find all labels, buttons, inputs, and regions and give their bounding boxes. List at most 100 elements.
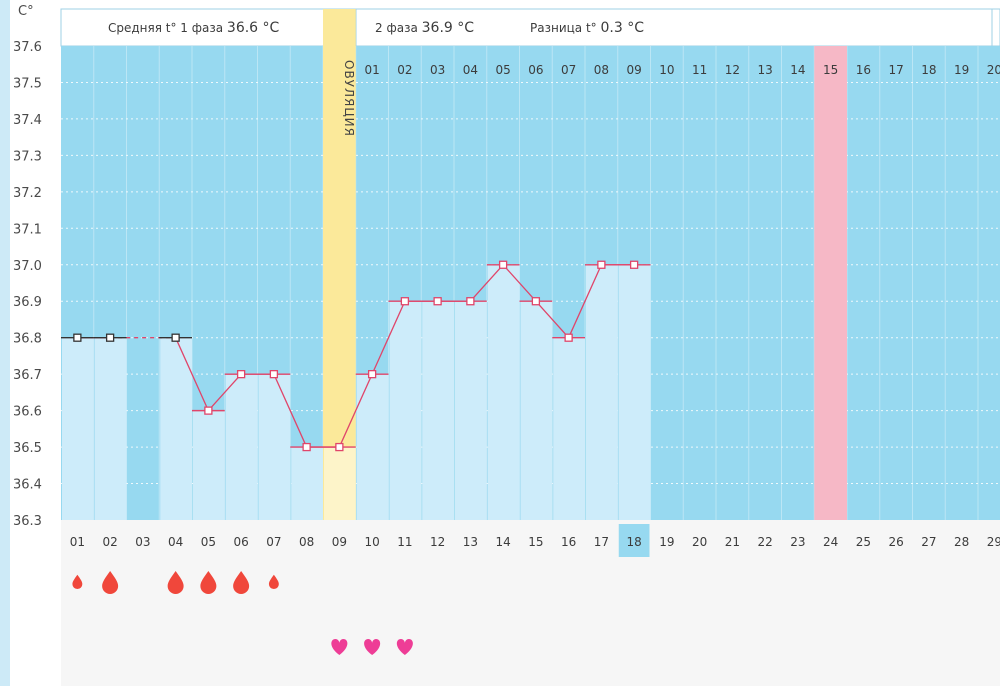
post-ovulation-day-label: 07 bbox=[561, 63, 576, 77]
temperature-bar bbox=[455, 301, 487, 520]
heart-icon bbox=[364, 639, 381, 655]
temperature-bar bbox=[553, 337, 585, 520]
y-tick-label: 37.1 bbox=[13, 222, 42, 237]
temperature-point bbox=[629, 260, 639, 269]
temperature-segment bbox=[568, 264, 602, 338]
y-tick-label: 37.4 bbox=[13, 113, 42, 128]
y-tick-label: 36.6 bbox=[13, 405, 42, 420]
temperature-bar bbox=[225, 374, 258, 520]
bottom-panel bbox=[61, 520, 1000, 686]
post-ovulation-day-label: 16 bbox=[856, 63, 871, 77]
temperature-point bbox=[597, 260, 606, 269]
cycle-day-label: 03 bbox=[135, 535, 150, 549]
temperature-point bbox=[466, 297, 475, 306]
cycle-day-label: 11 bbox=[397, 535, 412, 549]
y-tick-label: 36.3 bbox=[13, 514, 42, 529]
cycle-day-label: 09 bbox=[332, 535, 347, 549]
cycle-day-label: 23 bbox=[790, 535, 805, 549]
post-ovulation-day-label: 18 bbox=[921, 63, 936, 77]
temperature-segment bbox=[502, 264, 537, 302]
post-ovulation-day-label: 02 bbox=[397, 63, 412, 77]
y-tick-label: 37.5 bbox=[13, 76, 42, 91]
cycle-day-label: 04 bbox=[168, 535, 183, 549]
post-ovulation-day-label: 01 bbox=[364, 63, 379, 77]
cycle-day-labels: 01 02 03 04 05 06 07 08 09 10 11 12 13 14 15 16 17 18 19 20… bbox=[70, 524, 1000, 557]
intercourse-row bbox=[331, 639, 413, 655]
temperature-bar bbox=[520, 301, 553, 520]
temperature-markers bbox=[61, 260, 651, 452]
heart-icon bbox=[331, 639, 348, 655]
cycle-day-label: 16 bbox=[561, 535, 576, 549]
temperature-bar bbox=[62, 337, 94, 520]
temperature-point bbox=[269, 370, 279, 379]
temperature-point bbox=[105, 333, 115, 342]
temperature-bar bbox=[94, 337, 127, 520]
cycle-day-label: 24 bbox=[823, 535, 838, 549]
post-ovulation-day-label: 17 bbox=[888, 63, 903, 77]
temperature-bars bbox=[62, 264, 651, 520]
temperature-bar bbox=[160, 337, 192, 520]
blood-drop-icon bbox=[72, 574, 83, 590]
y-tick-label: 36.8 bbox=[13, 332, 42, 347]
cycle-day-label: 02 bbox=[102, 535, 117, 549]
blood-drop-icon bbox=[233, 571, 250, 594]
y-tick-label: 36.4 bbox=[13, 478, 42, 493]
temperature-point bbox=[171, 333, 180, 342]
cycle-day-label: 22 bbox=[757, 535, 772, 549]
temperature-bar bbox=[356, 374, 389, 520]
blood-drop-icon bbox=[268, 574, 279, 590]
temperature-bar bbox=[586, 264, 618, 520]
blood-drop-icon bbox=[200, 571, 217, 594]
post-ovulation-day-labels: 01 02 03 04 05 06 07 08 09 10 11 12 13 14 15 16 17 18 19 20 bbox=[364, 63, 1000, 77]
cycle-day-label: 06 bbox=[233, 535, 248, 549]
post-ovulation-day-label: 09 bbox=[626, 63, 641, 77]
post-ovulation-day-label: 10 bbox=[659, 63, 674, 77]
post-ovulation-day-label: 20 bbox=[987, 63, 1000, 77]
heart-icon bbox=[396, 639, 413, 655]
temperature-segment bbox=[273, 373, 308, 448]
cycle-day-label: 07 bbox=[266, 535, 281, 549]
ovulation-label: ОВУЛЯЦИЯ bbox=[342, 60, 356, 137]
temperature-bar bbox=[291, 447, 323, 520]
post-ovulation-day-label: 19 bbox=[954, 63, 969, 77]
cycle-day-label: 14 bbox=[495, 535, 510, 549]
left-frame bbox=[0, 0, 10, 686]
y-tick-label: 36.9 bbox=[13, 295, 42, 310]
temperature-point bbox=[433, 297, 442, 306]
cycle-day-label: 05 bbox=[201, 535, 216, 549]
y-tick-labels: 37.6 37.5 37.4 37.3 37.2 37.1 37.0 36.9 36.8 36.7… bbox=[13, 40, 42, 529]
y-tick-label: 36.5 bbox=[13, 441, 42, 456]
cycle-day-label: 21 bbox=[725, 535, 740, 549]
y-tick-label: 37.2 bbox=[13, 186, 42, 201]
ovulation-band bbox=[323, 9, 356, 520]
y-axis-label: C° bbox=[18, 4, 34, 19]
phase2-summary: 2 фаза 36.9 °C bbox=[375, 20, 474, 36]
temperature-segment bbox=[535, 300, 570, 339]
y-tick-label: 37.3 bbox=[13, 149, 42, 164]
temperature-point bbox=[335, 442, 344, 452]
temperature-bar bbox=[389, 301, 422, 520]
y-tick-label: 36.7 bbox=[13, 368, 42, 383]
bleeding-row bbox=[72, 571, 279, 594]
temperature-point bbox=[367, 370, 377, 379]
temperature-bar bbox=[324, 447, 356, 520]
post-ovulation-day-label: 14 bbox=[790, 63, 805, 77]
cycle-day-label: 01 bbox=[70, 535, 85, 549]
temperature-point bbox=[204, 406, 213, 415]
highlight-bands bbox=[323, 9, 847, 520]
post-ovulation-day-label: 06 bbox=[528, 63, 543, 77]
phase1-summary: Средняя t° 1 фаза 36.6 °C bbox=[108, 20, 280, 36]
temperature-point bbox=[73, 333, 82, 342]
cycle-day-label: 08 bbox=[299, 535, 314, 549]
y-tick-label: 37.0 bbox=[13, 259, 42, 274]
cycle-day-label: 27 bbox=[921, 535, 936, 549]
cycle-day-label: 25 bbox=[856, 535, 871, 549]
post-ovulation-day-label: 08 bbox=[594, 63, 609, 77]
temperature-point bbox=[302, 442, 311, 452]
temperature-segment bbox=[207, 373, 242, 412]
post-ovulation-day-label: 11 bbox=[692, 63, 707, 77]
temperature-point bbox=[498, 260, 508, 269]
cycle-day-label: 18 bbox=[626, 535, 641, 549]
temperature-segment bbox=[175, 337, 209, 411]
cycle-day-label: 17 bbox=[594, 535, 609, 549]
